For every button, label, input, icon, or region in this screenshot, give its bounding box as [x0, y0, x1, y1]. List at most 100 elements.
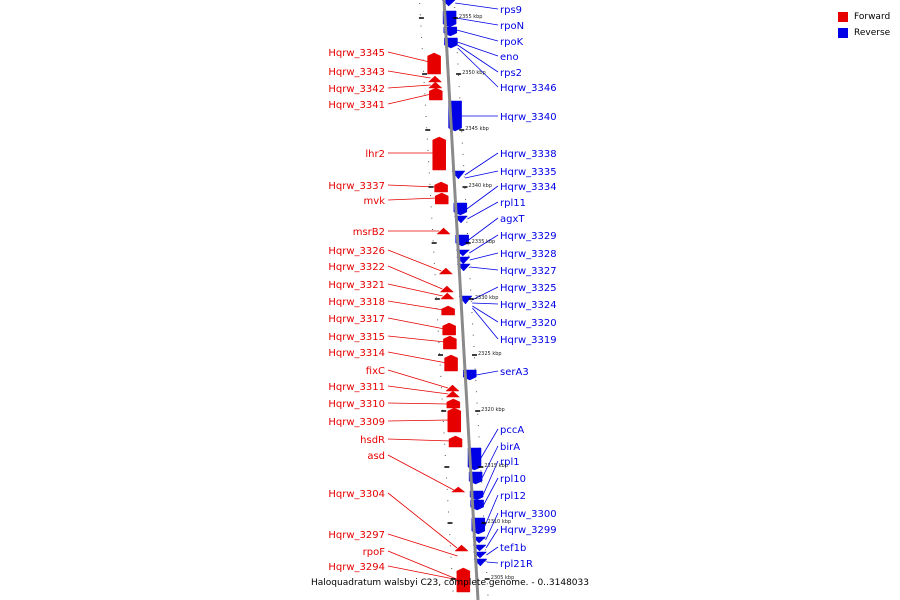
- tick-dot: [456, 52, 458, 54]
- forward-gene-shape: [448, 435, 463, 448]
- forward-gene-shape: [434, 181, 448, 193]
- tick-dot: [424, 93, 426, 95]
- forward-gene-shape: [456, 567, 471, 593]
- tick-dot: [433, 262, 435, 264]
- forward-gene-label: rpoF: [363, 547, 386, 558]
- tick-dot: [484, 538, 486, 540]
- reverse-gene-label: rpl1: [500, 457, 520, 468]
- forward-leader-line: [387, 492, 458, 549]
- forward-gene-shape: [442, 322, 456, 336]
- forward-gene-label: Hqrw_3322: [328, 262, 385, 273]
- forward-leader-line: [387, 283, 443, 297]
- forward-gene-shape: [434, 192, 449, 205]
- reverse-leader-line: [486, 561, 499, 564]
- legend: Forward Reverse: [838, 9, 890, 41]
- forward-gene-label: lhr2: [365, 149, 385, 160]
- reverse-leader-line: [468, 217, 499, 241]
- forward-gene-label: asd: [367, 451, 385, 462]
- reverse-gene-label: Hqrw_3319: [500, 335, 557, 346]
- tick-dot: [434, 274, 436, 276]
- forward-gene-shape: [429, 87, 443, 101]
- tick-dot: [474, 368, 476, 370]
- reverse-leader-line: [455, 17, 499, 26]
- forward-gene-label: Hqrw_3342: [328, 84, 385, 95]
- tick-dot: [426, 138, 428, 140]
- forward-leader-line: [387, 249, 442, 272]
- tick-dot: [449, 534, 451, 536]
- forward-gene-shape: [427, 75, 443, 83]
- reverse-swatch: [838, 28, 848, 38]
- forward-gene-label: Hqrw_3326: [328, 246, 385, 257]
- tick-dot: [444, 455, 446, 456]
- scale-label: 2355 kbp: [459, 14, 483, 20]
- tick-dot: [467, 244, 469, 246]
- scale-label: 2320 kbp: [481, 407, 505, 413]
- tick-dot: [449, 545, 451, 547]
- tick-dot: [452, 590, 454, 592]
- tick-dot: [442, 421, 444, 423]
- tick-dot: [451, 579, 453, 581]
- tick-dot: [440, 387, 442, 389]
- tick-dot: [481, 481, 483, 483]
- reverse-leader-line: [484, 494, 499, 527]
- forward-gene-shape: [444, 354, 458, 372]
- forward-leader-line: [387, 197, 438, 201]
- forward-gene-label: msrB2: [353, 227, 385, 238]
- reverse-gene-label: Hqrw_3324: [500, 300, 557, 311]
- tick-dot: [429, 183, 431, 185]
- reverse-leader-line: [486, 546, 499, 556]
- tick-dot: [426, 127, 428, 129]
- tick-dot: [471, 312, 473, 314]
- forward-gene-label: Hqrw_3341: [328, 100, 385, 111]
- forward-gene-shape: [451, 486, 466, 493]
- reverse-gene-label: Hqrw_3320: [500, 318, 557, 329]
- reverse-gene-label: rpl12: [500, 491, 526, 502]
- tick-dot: [466, 221, 468, 223]
- tick-dot: [470, 289, 472, 291]
- forward-gene-label: Hqrw_3297: [328, 530, 385, 541]
- tick-dot: [473, 346, 475, 347]
- forward-leader-line: [387, 369, 449, 389]
- tick-dot: [472, 334, 474, 336]
- tick-dot: [431, 229, 433, 230]
- scale-label: 2335 kbp: [472, 239, 496, 245]
- tick-dot: [439, 364, 441, 366]
- reverse-gene-label: Hqrw_3327: [500, 266, 557, 277]
- reverse-leader-line: [467, 201, 499, 220]
- forward-gene-label: Hqrw_3310: [328, 399, 385, 410]
- reverse-gene-label: rpoK: [500, 37, 524, 48]
- forward-leader-line: [387, 550, 460, 581]
- forward-leader-line: [387, 84, 431, 89]
- tick-dot: [464, 187, 466, 189]
- forward-gene-label: Hqrw_3311: [328, 382, 385, 393]
- scale-label: 2325 kbp: [478, 351, 502, 357]
- forward-gene-label: Hqrw_3321: [328, 280, 385, 291]
- forward-gene-label: Hqrw_3314: [328, 348, 385, 359]
- genome-title: Haloquadratum walsbyi C23, complete geno…: [311, 578, 589, 588]
- forward-gene-shape: [446, 398, 461, 409]
- forward-gene-label: Hqrw_3294: [328, 562, 385, 573]
- tick-dot: [469, 278, 471, 280]
- tick-dot: [419, 3, 421, 4]
- forward-leader-line: [387, 70, 431, 79]
- tick-dot: [472, 323, 474, 325]
- forward-gene-label: fixC: [366, 366, 385, 377]
- tick-dot: [427, 149, 429, 151]
- reverse-leader-line: [465, 170, 499, 179]
- legend-forward: Forward: [838, 9, 890, 25]
- tick-dot: [475, 391, 477, 393]
- reverse-gene-label: Hqrw_3334: [500, 182, 557, 193]
- forward-gene-label: Hqrw_3309: [328, 417, 385, 428]
- tick-dot: [486, 583, 488, 585]
- forward-gene-shape: [439, 285, 455, 293]
- reverse-leader-line: [481, 445, 499, 479]
- tick-dot: [423, 70, 425, 72]
- tick-dot: [468, 266, 470, 268]
- reverse-gene-label: Hqrw_3340: [500, 112, 557, 123]
- reverse-gene-label: rpl11: [500, 198, 526, 209]
- forward-leader-line: [387, 93, 432, 105]
- forward-gene-shape: [445, 390, 460, 398]
- tick-dot: [465, 199, 467, 201]
- tick-dot: [447, 511, 449, 513]
- reverse-gene-label: Hqrw_3329: [500, 231, 557, 242]
